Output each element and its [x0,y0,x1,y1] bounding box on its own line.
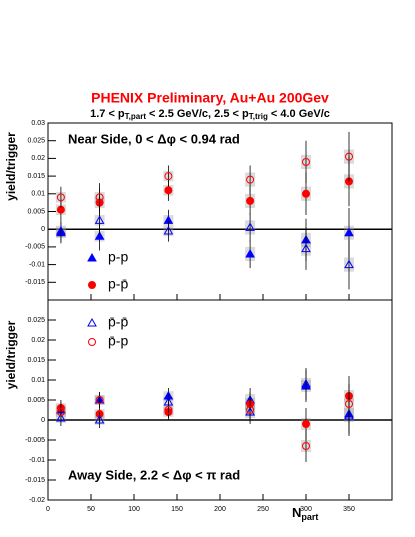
marker [88,281,96,289]
marker [56,225,66,235]
y-axis-label: yield/trigger [4,132,18,201]
y-tick-label: -0.01 [29,261,45,268]
marker [302,420,310,428]
subtitle-part: T,part [125,112,147,121]
marker [88,338,96,346]
x-axis-label: Npart [292,505,318,522]
y-tick-label: -0.005 [25,244,45,251]
y-tick-label: -0.01 [29,457,45,464]
marker [301,243,311,253]
x-tick-label: 50 [87,506,95,513]
marker [87,252,97,262]
marker [344,259,354,269]
y-tick-label: 0.025 [27,138,45,145]
legend-label: p̄-p̄ [108,314,128,330]
marker [56,412,66,422]
marker [94,215,105,224]
y-tick-label: 0.02 [31,155,45,162]
legend-label: p-p̄ [108,276,128,292]
marker [164,172,173,181]
subtitle-part: T,trig [249,112,268,121]
marker [302,157,310,166]
marker [94,414,105,424]
x-tick-label: 250 [257,506,269,513]
y-tick-label: -0.02 [29,497,45,504]
y-tick-label: 0.025 [27,317,45,324]
marker [302,442,310,450]
marker [164,406,173,414]
marker [56,408,65,416]
x-tick-label: 350 [343,506,355,513]
marker [163,225,174,235]
y-tick-label: -0.015 [25,477,45,484]
chart-title: PHENIX Preliminary, Au+Au 200Gev [91,90,329,106]
marker [246,196,255,205]
y-tick-label: 0.01 [31,191,45,198]
y-tick-label: 0 [41,226,45,233]
subtitle-part: < 4.0 GeV/c [268,108,330,120]
legend-label: p̄-p [108,333,128,349]
marker [246,175,255,184]
marker [345,400,353,408]
chart-subtitle: 1.7 < pT,part < 2.5 GeV/c, 2.5 < pT,trig… [90,108,330,121]
subtitle-part: 1.7 < p [90,108,125,120]
marker [245,248,255,258]
marker [345,152,353,161]
y-tick-label: 0.02 [31,337,45,344]
marker [94,231,105,240]
subtitle-part: < 2.5 GeV/c, 2.5 < p [146,108,249,120]
marker [301,378,311,388]
marker [245,222,255,231]
marker [56,193,65,202]
marker [246,406,255,414]
x-label-part: part [301,512,318,522]
y-tick-label: 0.015 [27,173,45,180]
x-tick-label: 150 [171,506,183,513]
y-tick-label: -0.015 [25,279,45,286]
y-tick-label: 0.03 [31,120,45,127]
marker [164,186,173,195]
panel-label: Near Side, 0 < Δφ < 0.94 rad [68,131,240,146]
marker [95,396,104,404]
marker [344,227,354,237]
y-tick-label: 0.005 [27,208,45,215]
y-axis-label: yield/trigger [4,320,18,389]
x-tick-label: 100 [128,506,140,513]
y-tick-label: -0.005 [25,437,45,444]
x-tick-label: 200 [214,506,226,513]
y-tick-label: 0 [41,417,45,424]
legend-label: p-p [108,249,128,265]
marker [87,317,97,327]
x-tick-label: 0 [46,506,50,513]
y-tick-label: 0.015 [27,357,45,364]
y-tick-label: 0.01 [31,377,45,384]
marker [302,189,310,198]
y-tick-label: 0.005 [27,397,45,404]
panel-label: Away Side, 2.2 < Δφ < π rad [68,467,240,482]
x-tick-label: 300 [300,506,312,513]
marker [95,193,104,202]
x-label-part: N [292,505,301,520]
